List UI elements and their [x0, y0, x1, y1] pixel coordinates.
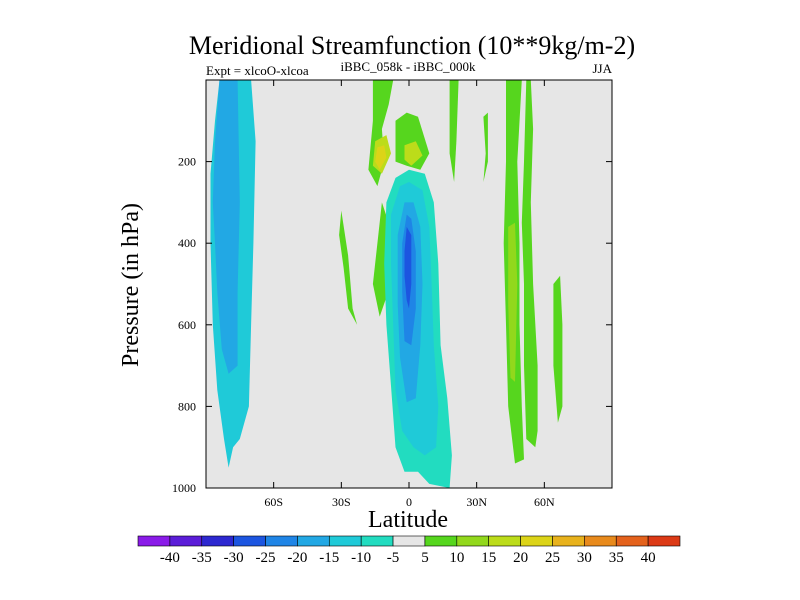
- season-label: JJA: [592, 61, 612, 76]
- colorbar-level-label: -30: [224, 550, 244, 566]
- colorbar-swatch: [615, 535, 649, 547]
- colorbar-swatch: [584, 535, 617, 547]
- colorbar-swatch: [424, 535, 458, 547]
- colorbar-swatch: [297, 535, 330, 547]
- contour-region-19: [404, 226, 412, 309]
- colorbar-swatch: [552, 535, 585, 547]
- y-tick-label: 400: [178, 236, 196, 250]
- comparison-label: iBBC_058k - iBBC_000k: [340, 59, 476, 74]
- contour-region-10: [483, 112, 488, 182]
- contour-region-11: [521, 80, 538, 448]
- y-tick-label: 600: [178, 318, 196, 332]
- colorbar-swatch: [201, 535, 234, 547]
- colorbar-level-label: -35: [192, 550, 212, 566]
- colorbar-labels: -40 -35 -30 -25 -20 -15 -10 -5 5 10 15 20 25 30 35 40: [160, 550, 656, 566]
- x-tick-label: 0: [406, 495, 412, 509]
- contour-region-9: [449, 80, 459, 182]
- colorbar-swatch: [328, 535, 362, 547]
- colorbar-level-label: -10: [351, 550, 371, 566]
- colorbar-swatch: [169, 535, 203, 547]
- chart-title: Meridional Streamfunction (10**9kg/m-2): [189, 31, 635, 60]
- colorbar-swatch: [233, 535, 266, 547]
- colorbar-swatch: [647, 535, 681, 547]
- colorbar-swatch: [520, 535, 553, 547]
- x-tick-label: 30N: [466, 495, 487, 509]
- colorbar-level-label: 15: [481, 550, 496, 566]
- colorbar-level-label: 40: [641, 550, 656, 566]
- colorbar-level-label: -25: [256, 550, 276, 566]
- colorbar-swatch: [488, 535, 521, 547]
- contour-region-7: [339, 210, 358, 325]
- colorbar-level-label: -20: [287, 550, 307, 566]
- y-axis-ticks: 200 400 600 800 1000: [172, 155, 612, 495]
- contour-fill-layer: [210, 80, 563, 489]
- x-tick-label: 60N: [534, 495, 555, 509]
- colorbar-level-label: 20: [513, 550, 528, 566]
- y-tick-label: 1000: [172, 481, 196, 495]
- colorbar-swatch: [360, 535, 394, 547]
- colorbar-swatch: [265, 535, 298, 547]
- colorbar-level-label: -40: [160, 550, 180, 566]
- colorbar-level-label: 10: [449, 550, 464, 566]
- colorbar-swatch: [392, 535, 426, 547]
- colorbar-level-label: 25: [545, 550, 560, 566]
- x-tick-label: 30S: [332, 495, 351, 509]
- y-axis-label: Pressure (in hPa): [118, 203, 144, 367]
- colorbar-level-label: 30: [577, 550, 592, 566]
- x-axis-label: Latitude: [368, 507, 448, 533]
- colorbar-level-label: 35: [609, 550, 624, 566]
- contour-region-6: [375, 145, 387, 170]
- y-tick-label: 200: [178, 155, 196, 169]
- contour-region-13: [508, 222, 518, 382]
- contour-region-5: [404, 141, 423, 166]
- contour-region-1: [212, 80, 240, 374]
- contour-region-14: [553, 275, 563, 423]
- colorbar-level-label: -5: [387, 550, 400, 566]
- experiment-label: Expt = xlcoO-xlcoa: [206, 63, 309, 78]
- colorbar: [137, 535, 681, 547]
- x-axis-ticks: 60S 30S 0 30N 60N: [264, 80, 555, 509]
- colorbar-swatch: [456, 535, 490, 547]
- colorbar-swatch: [137, 535, 171, 547]
- x-tick-label: 60S: [264, 495, 283, 509]
- colorbar-level-label: -15: [319, 550, 339, 566]
- y-tick-label: 800: [178, 399, 196, 413]
- colorbar-level-label: 5: [421, 550, 429, 566]
